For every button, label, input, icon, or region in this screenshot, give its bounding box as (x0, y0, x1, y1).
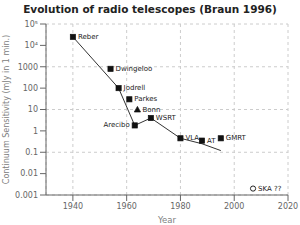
svg-text:Jodrell: Jodrell (123, 84, 146, 92)
svg-text:Year: Year (157, 215, 177, 225)
svg-text:Bonn: Bonn (142, 106, 160, 114)
svg-text:1940: 1940 (63, 202, 83, 211)
svg-text:2020: 2020 (278, 202, 292, 211)
svg-text:Continuum Sensitivity (mJy in: Continuum Sensitivity (mJy in 1 min.) (8, 35, 11, 184)
svg-text:0.01: 0.01 (20, 169, 38, 178)
svg-text:100: 100 (23, 84, 38, 93)
svg-text:Reber: Reber (78, 33, 99, 41)
svg-text:Parkes: Parkes (134, 95, 157, 103)
svg-text:10: 10 (28, 105, 38, 114)
svg-text:1: 1 (33, 127, 38, 136)
html-text:Evolution of radio telescopes: Evolution of radio telescopes (Braun 199… (23, 3, 277, 15)
svg-text:1000: 1000 (18, 63, 38, 72)
svg-text:10⁵: 10⁵ (25, 20, 38, 29)
svg-text:AT: AT (207, 137, 216, 145)
svg-text:0.001: 0.001 (15, 191, 38, 200)
svg-text:WSRT: WSRT (156, 114, 177, 122)
svg-text:Dwingeloo: Dwingeloo (116, 65, 153, 73)
svg-text:VLA: VLA (185, 134, 199, 142)
svg-text:SKA ??: SKA ?? (258, 185, 282, 193)
svg-text:0.1: 0.1 (25, 148, 38, 157)
svg-text:10⁴: 10⁴ (25, 41, 38, 50)
svg-text:GMRT: GMRT (226, 134, 247, 142)
svg-text:Arecibo: Arecibo (103, 121, 129, 129)
svg-text:1960: 1960 (116, 202, 136, 211)
svg-text:2000: 2000 (224, 202, 244, 211)
svg-text:1980: 1980 (170, 202, 190, 211)
